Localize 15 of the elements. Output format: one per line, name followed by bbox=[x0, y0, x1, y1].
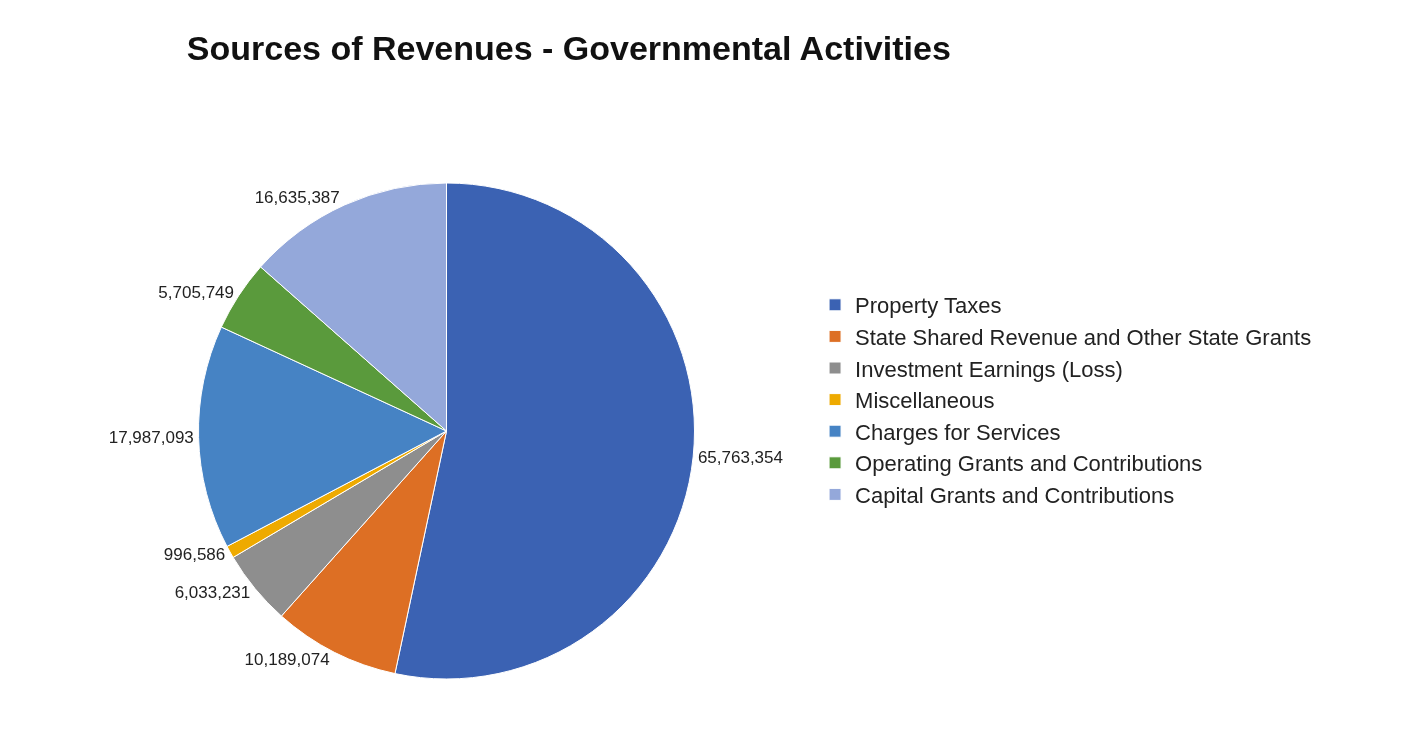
legend-label: Operating Grants and Contributions bbox=[855, 451, 1203, 477]
data-label: 6,033,231 bbox=[174, 582, 251, 602]
data-label: 16,635,387 bbox=[254, 187, 340, 207]
legend-label: Investment Earnings (Loss) bbox=[855, 356, 1123, 382]
data-label: 65,763,354 bbox=[697, 447, 783, 467]
legend-label: Miscellaneous bbox=[855, 388, 995, 414]
chart-title: Sources of Revenues - Governmental Activities bbox=[186, 29, 951, 68]
legend-label: Charges for Services bbox=[855, 419, 1061, 445]
data-label: 10,189,074 bbox=[244, 650, 330, 670]
data-label: 996,586 bbox=[163, 544, 226, 564]
data-label: 17,987,093 bbox=[108, 427, 194, 447]
legend-label: State Shared Revenue and Other State Grants bbox=[855, 324, 1312, 350]
legend-label: Capital Grants and Contributions bbox=[855, 482, 1175, 508]
data-label: 5,705,749 bbox=[158, 283, 235, 303]
legend-label: Property Taxes bbox=[855, 293, 1002, 319]
